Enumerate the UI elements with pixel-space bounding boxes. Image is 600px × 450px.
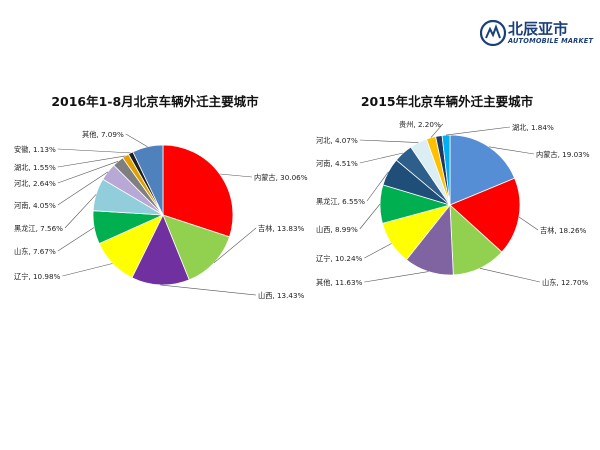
pie1-label-0: 内蒙古, 30.06% — [254, 173, 308, 182]
pie1-slice-10 — [132, 144, 164, 216]
pie1-label-6: 河南, 4.05% — [14, 201, 56, 210]
pie2-label-11: 湖北, 1.84% — [512, 123, 554, 132]
pie2-leader-9 — [430, 123, 444, 138]
pie1-label-3: 辽宁, 10.98% — [14, 272, 61, 281]
logo-name: 北辰亚市 — [508, 20, 569, 38]
pie1-label-10: 其他, 7.09% — [82, 130, 124, 139]
pie1-leader-5 — [64, 194, 97, 229]
pie1-slice-1 — [162, 214, 230, 281]
logo-subtitle: AUTOMOBILE MARKET — [508, 37, 594, 45]
pie2-leader-11 — [445, 126, 511, 136]
pie2-leader-1 — [518, 216, 539, 231]
pie2-leader-7 — [359, 152, 404, 164]
pie2-label-2: 山东, 12.70% — [542, 278, 589, 287]
pie2-label-6: 黑龙江, 6.55% — [316, 197, 365, 206]
pie1-leader-9 — [57, 148, 131, 154]
pie1-leader-0 — [219, 173, 253, 178]
pie1-leader-3 — [62, 263, 113, 277]
pie2-leader-8 — [359, 139, 419, 143]
pie1-label-9: 安徽, 1.13% — [14, 145, 56, 154]
pie1-label-5: 黑龙江, 7.56% — [14, 224, 63, 233]
pie2-slice-1 — [449, 177, 521, 253]
pie1-label-1: 吉林, 13.83% — [258, 224, 305, 233]
pie2-label-4: 辽宁, 10.24% — [316, 254, 363, 263]
pie2-slice-0 — [449, 134, 516, 206]
pie1-leader-7 — [57, 161, 119, 184]
pie1-leader-6 — [57, 171, 109, 206]
pie2-label-3: 其他, 11.63% — [316, 278, 363, 287]
pie2-label-8: 河北, 4.07% — [316, 136, 358, 145]
pie1-label-8: 湖北, 1.55% — [14, 163, 56, 172]
pie1-slice-0 — [162, 144, 234, 238]
pie2-leader-6 — [366, 171, 389, 202]
pie1-label-4: 山东, 7.67% — [14, 247, 56, 256]
pie1-leader-10 — [125, 133, 148, 147]
pie2-leader-2 — [479, 268, 541, 283]
pie2-label-7: 河南, 4.51% — [316, 159, 358, 168]
pie1-label-7: 河北, 2.64% — [14, 179, 56, 188]
brand-logo: 北辰亚市 AUTOMOBILE MARKET — [480, 18, 594, 50]
pie2-leader-3 — [364, 271, 429, 283]
pie2-label-5: 山西, 8.99% — [316, 225, 358, 234]
pie1-leader-4 — [57, 227, 95, 252]
logo-mark-icon — [480, 20, 506, 46]
chart-title-2016: 2016年1-8月北京车辆外迁主要城市 — [51, 94, 259, 109]
chart-title-2015: 2015年北京车辆外迁主要城市 — [361, 94, 534, 109]
pie2-leader-4 — [364, 243, 392, 259]
pie1-leader-2 — [160, 284, 257, 296]
pie1-label-2: 山西, 13.43% — [258, 291, 305, 300]
pie2-label-0: 内蒙古, 19.03% — [536, 150, 590, 159]
pie2-label-1: 吉林, 18.26% — [540, 226, 587, 235]
pie1-leader-1 — [213, 227, 257, 264]
pie2-leader-5 — [359, 203, 381, 230]
pie2-label-9: 贵州, 2.20% — [399, 120, 441, 129]
pie2-leader-0 — [488, 146, 535, 155]
pie1-leader-8 — [57, 155, 126, 168]
